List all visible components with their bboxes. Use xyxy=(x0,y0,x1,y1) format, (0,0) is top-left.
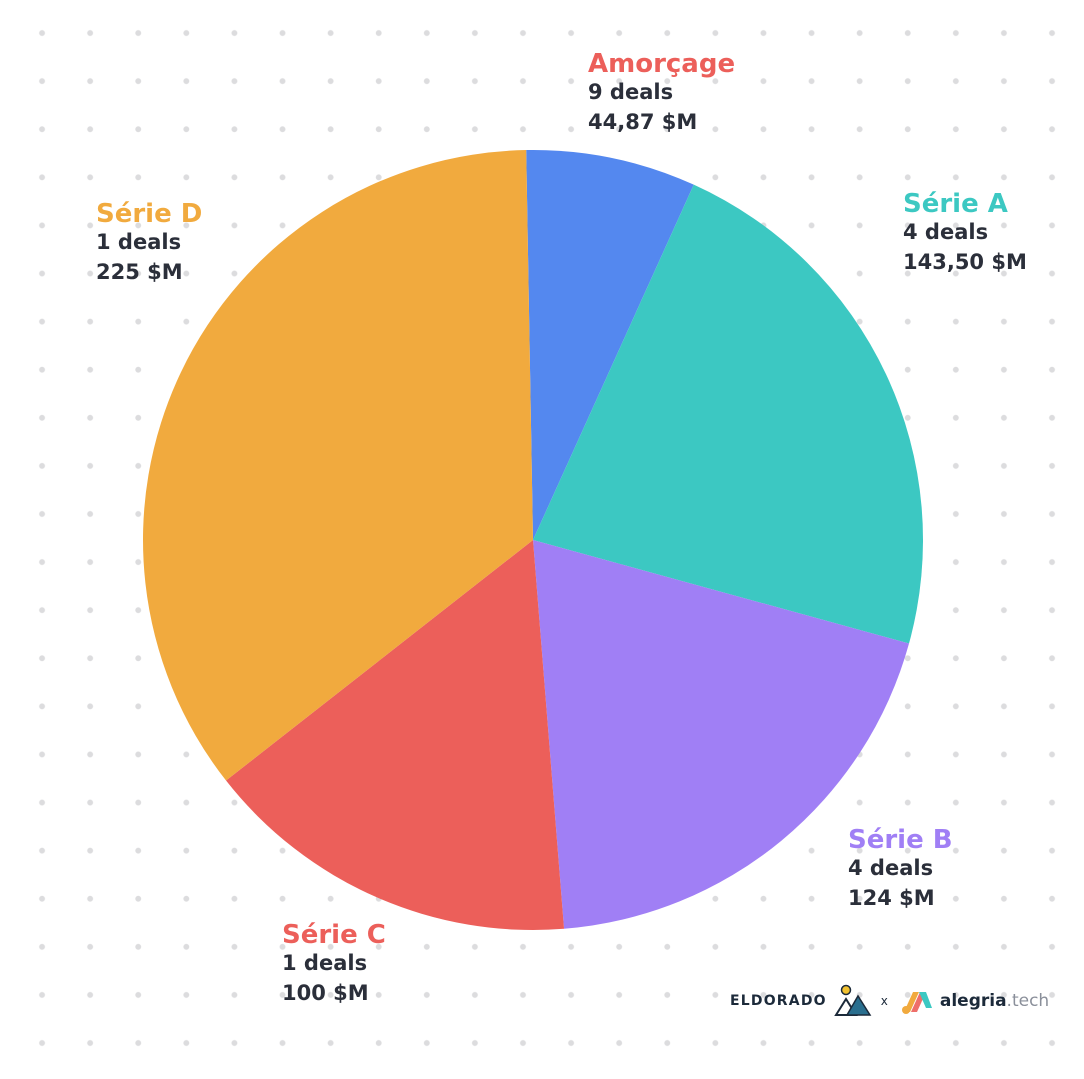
alegria-tld: .tech xyxy=(1006,991,1050,1011)
slice-name: Amorçage xyxy=(588,49,736,79)
eldorado-wordmark: ELDORADO xyxy=(730,993,827,1009)
slice-name: Série D xyxy=(96,199,203,229)
label-serie-b: Série B 4 deals 124 $M xyxy=(848,827,953,918)
pie-slice-s-rie-b xyxy=(533,540,910,929)
separator-x: x xyxy=(880,994,888,1008)
pie-slice-s-rie-a xyxy=(533,184,924,644)
label-amorcage: Amorçage 9 deals 44,87 $M xyxy=(588,51,735,142)
pie-slice-amor-age xyxy=(526,150,694,540)
slice-value: 225 $M xyxy=(96,260,183,284)
alegria-logo-icon xyxy=(901,992,932,1014)
slice-deals: 9 deals xyxy=(588,80,674,104)
pie-slice-s-rie-d xyxy=(143,150,533,781)
slice-value: 44,87 $M xyxy=(588,110,698,134)
slice-value: 143,50 $M xyxy=(903,250,1027,274)
slice-name: Série C xyxy=(282,920,386,950)
label-serie-c: Série C 1 deals 100 $M xyxy=(282,922,386,1013)
slice-name: Série B xyxy=(848,825,953,855)
pie-slice-s-rie-c xyxy=(226,540,565,930)
slice-deals: 4 deals xyxy=(903,220,989,244)
slice-deals: 1 deals xyxy=(282,951,368,975)
slice-value: 124 $M xyxy=(848,886,935,910)
partner-logos: ELDORADO x alegria .tech xyxy=(730,984,1049,1018)
alegria-wordmark: alegria xyxy=(939,991,1007,1011)
slice-name: Série A xyxy=(903,189,1008,219)
label-serie-d: Série D 1 deals 225 $M xyxy=(96,201,202,292)
label-serie-a: Série A 4 deals 143,50 $M xyxy=(903,191,1027,282)
slice-deals: 1 deals xyxy=(96,230,182,254)
eldorado-mountain-icon xyxy=(833,984,872,1016)
slice-deals: 4 deals xyxy=(848,856,934,880)
slice-value: 100 $M xyxy=(282,981,369,1005)
